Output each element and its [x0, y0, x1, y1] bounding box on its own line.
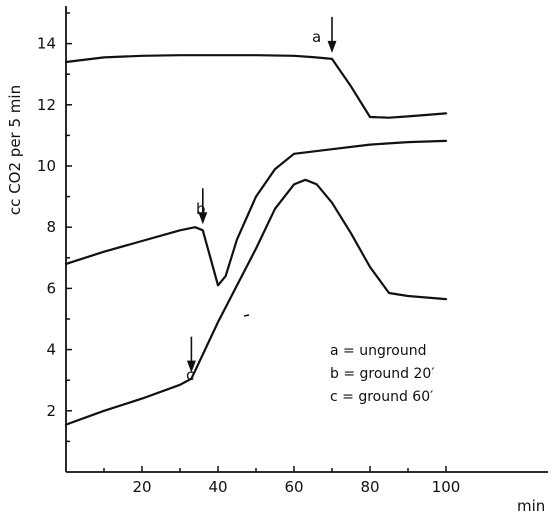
x-tick-label: 20 — [132, 478, 151, 496]
series-line-c — [64, 178, 448, 426]
legend: a = unground b = ground 20′ c = ground 60′ — [330, 343, 435, 405]
series-label-c: c — [186, 366, 194, 384]
treatment-arrow-a — [327, 16, 337, 53]
series-line-a — [64, 54, 448, 119]
y-tick-label: 6 — [46, 279, 56, 297]
y-axis-label: cc CO2 per 5 min — [6, 85, 24, 215]
x-axis-label: min — [517, 497, 545, 515]
series-line-b — [64, 139, 448, 287]
y-tick-label: 14 — [37, 35, 56, 53]
y-tick-label: 8 — [46, 218, 56, 236]
y-tick-label: 4 — [46, 341, 56, 359]
legend-entry: c = ground 60′ — [330, 389, 433, 405]
stray-mark — [243, 314, 250, 317]
curves — [64, 54, 448, 426]
axes — [65, 6, 548, 473]
y-tick-label: 2 — [46, 402, 56, 420]
legend-entry: b = ground 20′ — [330, 366, 435, 382]
series-label-b: b — [196, 200, 206, 218]
ticks: 20 40 60 80 100 2 4 6 8 10 12 14 — [37, 12, 461, 496]
series-label-a: a — [312, 28, 321, 46]
x-tick-label: 60 — [284, 478, 303, 496]
x-tick-label: 40 — [208, 478, 227, 496]
x-tick-label: 80 — [360, 478, 379, 496]
y-tick-label: 10 — [37, 157, 56, 175]
x-tick-label: 100 — [432, 478, 461, 496]
treatment-arrow-b — [198, 188, 208, 225]
curve-labels: a b c — [186, 28, 321, 384]
arrows — [186, 16, 337, 373]
legend-entry: a = unground — [330, 343, 427, 359]
y-tick-label: 12 — [37, 96, 56, 114]
treatment-arrow-c — [186, 336, 196, 373]
